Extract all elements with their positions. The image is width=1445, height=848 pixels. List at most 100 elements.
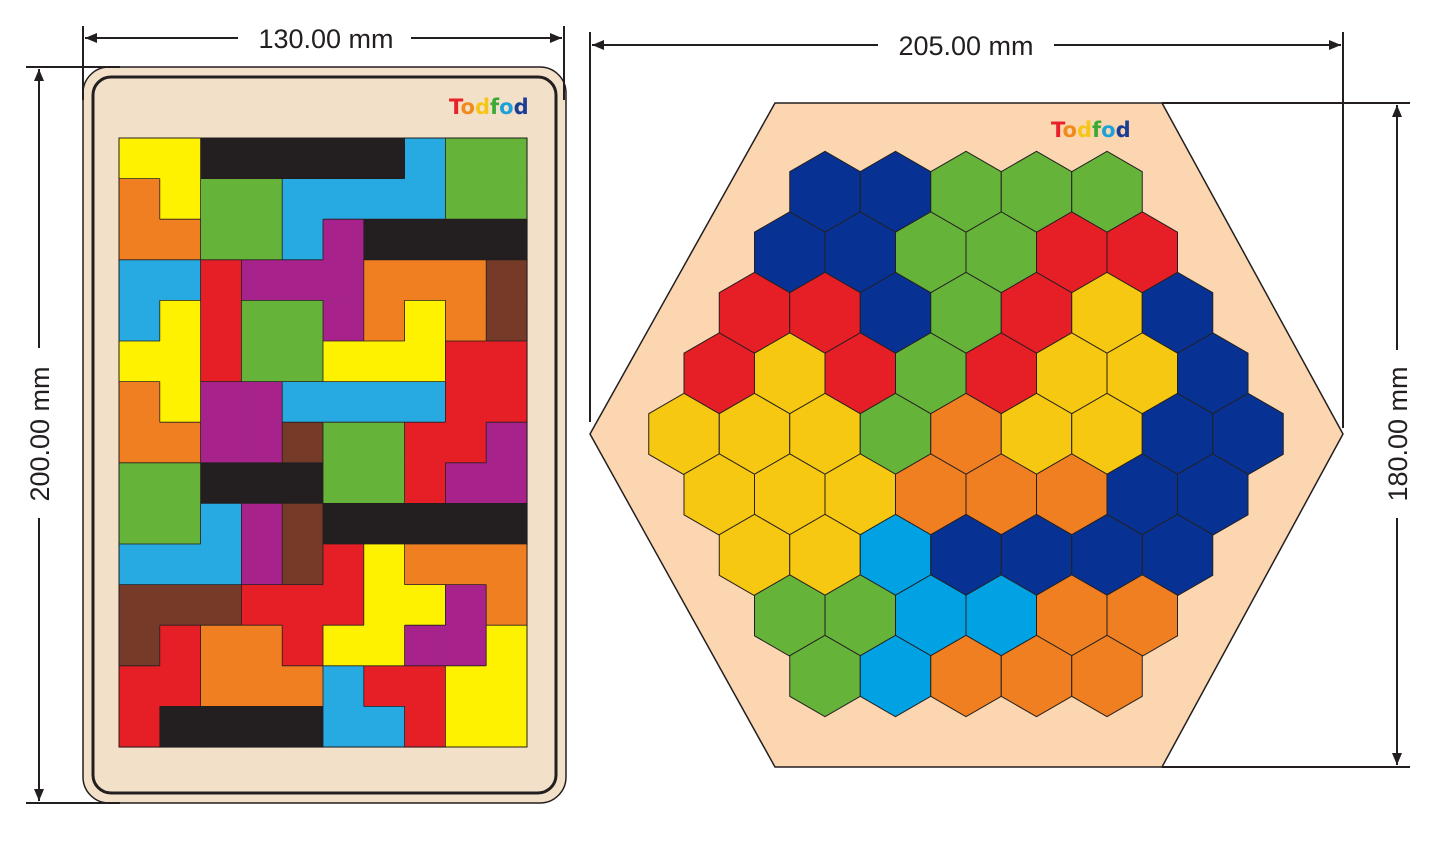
- puzzle-cell: [445, 544, 487, 586]
- puzzle-cell: [363, 584, 406, 626]
- puzzle-cell: [282, 178, 324, 220]
- puzzle-cell: [241, 544, 283, 586]
- rect-puzzle-frame: [118, 137, 528, 748]
- puzzle-cell: [363, 462, 406, 504]
- puzzle-cell: [404, 300, 446, 342]
- dimension-hex-width: [589, 32, 1344, 428]
- brand-letter: o: [461, 95, 475, 119]
- puzzle-cell: [404, 625, 446, 667]
- puzzle-cell: [445, 381, 487, 423]
- puzzle-cell: [486, 381, 528, 423]
- brand-letter: o: [1063, 118, 1077, 142]
- puzzle-cell: [486, 259, 528, 301]
- puzzle-cell: [445, 625, 487, 667]
- puzzle-cell: [119, 665, 161, 707]
- puzzle-cell: [119, 138, 161, 180]
- puzzle-cell: [363, 219, 406, 261]
- hex-height-label: 180.00 mm: [1383, 366, 1413, 501]
- puzzle-cell: [323, 503, 365, 545]
- puzzle-cell: [486, 178, 528, 220]
- puzzle-cell: [445, 219, 487, 261]
- hexagonal-puzzle: Todfod: [589, 102, 1344, 768]
- puzzle-cell: [486, 665, 528, 707]
- puzzle-cell: [200, 422, 242, 464]
- puzzle-cell: [282, 503, 324, 545]
- puzzle-cell: [404, 259, 446, 301]
- puzzle-cell: [445, 341, 487, 383]
- puzzle-cell: [119, 503, 161, 545]
- hex-tile: [1071, 634, 1143, 718]
- puzzle-cell: [404, 341, 446, 383]
- puzzle-cell: [363, 706, 406, 748]
- brand-letter: T: [449, 95, 464, 119]
- puzzle-cell: [159, 381, 202, 423]
- puzzle-cell: [404, 665, 446, 707]
- puzzle-cell: [282, 300, 324, 342]
- puzzle-cell: [241, 259, 283, 301]
- brand-letter: T: [1051, 118, 1066, 142]
- puzzle-cell: [241, 422, 283, 464]
- puzzle-cell: [282, 625, 324, 667]
- puzzle-cell: [486, 422, 528, 464]
- puzzle-cell: [323, 544, 365, 586]
- puzzle-cell: [363, 544, 406, 586]
- puzzle-cell: [200, 138, 242, 180]
- dimension-hex-height: [1162, 102, 1410, 768]
- puzzle-cell: [119, 584, 161, 626]
- puzzle-cell: [200, 300, 242, 342]
- brand-letter: d: [514, 95, 529, 119]
- puzzle-cell: [119, 625, 161, 667]
- puzzle-cell: [323, 625, 365, 667]
- puzzle-cell: [323, 178, 365, 220]
- puzzle-cell: [241, 300, 283, 342]
- puzzle-cell: [445, 706, 487, 748]
- puzzle-cell: [486, 219, 528, 261]
- puzzle-cell: [159, 341, 202, 383]
- puzzle-cell: [159, 300, 202, 342]
- puzzle-cell: [486, 462, 528, 504]
- brand-letter: o: [1101, 118, 1115, 142]
- puzzle-cell: [241, 138, 283, 180]
- puzzle-cell: [241, 341, 283, 383]
- puzzle-cell: [159, 422, 202, 464]
- puzzle-cell: [445, 462, 487, 504]
- puzzle-cell: [363, 300, 406, 342]
- hex-width-label: 205.00 mm: [898, 31, 1033, 61]
- puzzle-cell: [241, 584, 283, 626]
- puzzle-cell: [159, 259, 202, 301]
- puzzle-cell: [200, 584, 242, 626]
- puzzle-cell: [159, 706, 202, 748]
- puzzle-cell: [119, 422, 161, 464]
- puzzle-cell: [241, 462, 283, 504]
- puzzle-cell: [119, 219, 161, 261]
- puzzle-cell: [363, 259, 406, 301]
- brand-letter: o: [499, 95, 513, 119]
- piece-borders: [119, 138, 527, 747]
- rect-puzzle-pieces: [119, 138, 528, 748]
- puzzle-cell: [200, 665, 242, 707]
- puzzle-cell: [241, 381, 283, 423]
- puzzle-cell: [323, 381, 365, 423]
- puzzle-cell: [445, 422, 487, 464]
- puzzle-cell: [363, 178, 406, 220]
- puzzle-cell: [363, 625, 406, 667]
- puzzle-cell: [445, 300, 487, 342]
- brand-letter: d: [1077, 118, 1092, 142]
- rect-brand-logo: Todfod: [449, 95, 529, 119]
- puzzle-cell: [200, 219, 242, 261]
- puzzle-cell: [404, 584, 446, 626]
- puzzle-cell: [363, 422, 406, 464]
- puzzle-cell: [282, 422, 324, 464]
- puzzle-cell: [323, 259, 365, 301]
- puzzle-cell: [404, 544, 446, 586]
- puzzle-cell: [241, 665, 283, 707]
- puzzle-cell: [119, 381, 161, 423]
- puzzle-cell: [200, 503, 242, 545]
- puzzle-cell: [323, 462, 365, 504]
- hex-brand-logo: Todfod: [1051, 118, 1131, 142]
- puzzle-cell: [282, 706, 324, 748]
- puzzle-cell: [200, 341, 242, 383]
- puzzle-cell: [404, 503, 446, 545]
- hex-puzzle-pieces: [648, 150, 1284, 718]
- puzzle-cell: [241, 625, 283, 667]
